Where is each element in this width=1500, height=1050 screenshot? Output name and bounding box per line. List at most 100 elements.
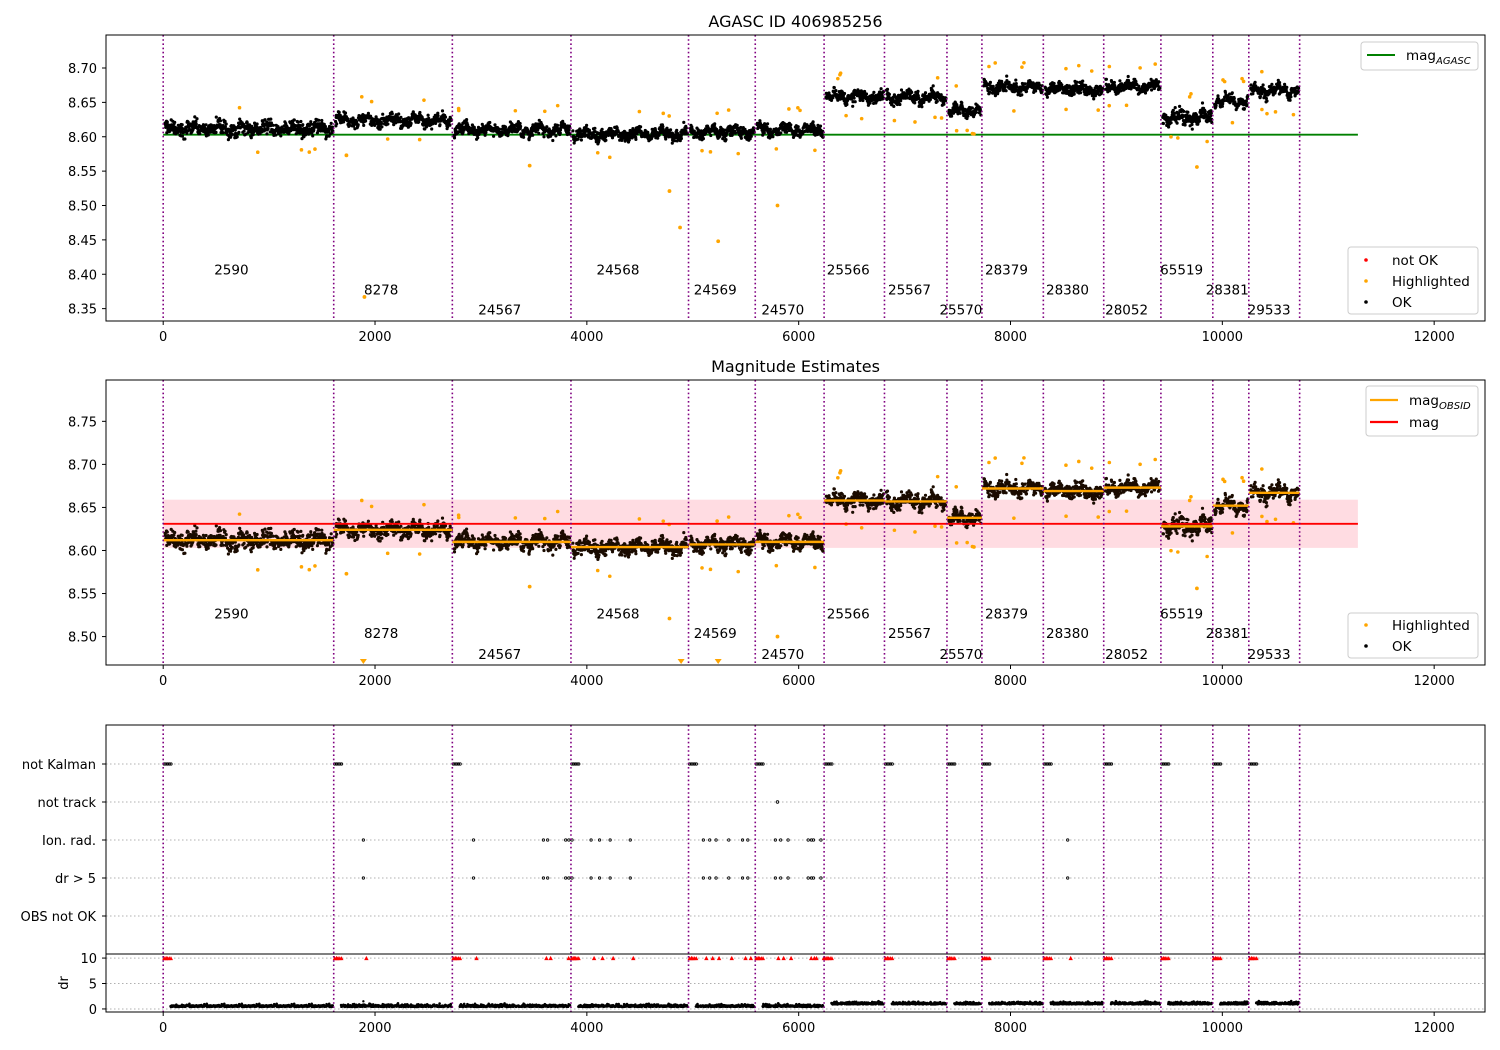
legend-mag-label: mag (1409, 415, 1439, 431)
dr-gt5-flag (589, 876, 593, 880)
dr-tick-label: 10 (80, 952, 97, 967)
not-kalman-flag (694, 762, 698, 766)
x-tick-label: 0 (159, 674, 167, 689)
highlighted-point (1064, 463, 1068, 468)
dr-gt5-flag (564, 876, 568, 880)
dr-clipped-marker (566, 955, 571, 961)
obsid-points-28380 (1043, 79, 1105, 101)
obsid-label: 28381 (1206, 282, 1249, 298)
highlighted-points-65519 (1169, 92, 1209, 144)
highlighted-points-25566 (836, 71, 864, 121)
highlighted-point (1089, 69, 1094, 73)
ion-rad-flag (567, 838, 571, 842)
highlighted-point (726, 515, 731, 519)
highlighted-point (1107, 509, 1112, 514)
dr-clipped-marker (339, 956, 344, 961)
dr-points-28052 (1109, 999, 1161, 1006)
highlighted-outlier (678, 225, 682, 230)
highlighted-point (965, 540, 969, 545)
not-kalman-flag (830, 762, 834, 766)
highlighted-point (1153, 457, 1158, 462)
plot-background (106, 35, 1485, 321)
x-tick-label: 8000 (994, 330, 1027, 345)
highlighted-point (1241, 479, 1246, 484)
highlighted-point (1089, 466, 1094, 470)
highlighted-point (1138, 462, 1142, 467)
highlighted-point (736, 151, 741, 156)
highlighted-point (513, 108, 518, 113)
axes-frame (105, 724, 1486, 1013)
not-kalman-flag (338, 762, 342, 766)
obsid-label: 8278 (364, 626, 398, 642)
dr-points-25566 (830, 999, 885, 1006)
highlighted-point (993, 456, 998, 460)
highlighted-point (935, 474, 940, 479)
highlighted-point (1222, 479, 1227, 484)
not-kalman-flag (339, 762, 344, 766)
not-kalman-flag (890, 762, 894, 766)
highlighted-point (954, 541, 959, 545)
offscale-marker (677, 659, 685, 664)
highlighted-outlier (1195, 165, 1199, 169)
ion-rad-flag (746, 838, 750, 842)
highlighted-point (844, 113, 848, 118)
highlighted-outlier (527, 584, 532, 589)
highlighted-point (1124, 103, 1129, 108)
legend-status (1347, 246, 1479, 315)
highlighted-point (637, 517, 642, 521)
not-kalman-flag (693, 762, 697, 766)
dr-points-2590 (169, 1002, 334, 1009)
highlighted-outlier (527, 163, 532, 168)
not-kalman-flag (951, 762, 955, 766)
dr-clipped-marker (987, 956, 992, 961)
dr-gt5-flag (597, 876, 602, 880)
highlighted-point (798, 515, 802, 520)
dr-clipped-marker (694, 956, 699, 961)
highlighted-point (607, 155, 612, 160)
not-kalman-flag (825, 762, 829, 766)
highlighted-point (965, 128, 969, 133)
highlighted-points-28052 (1107, 62, 1158, 108)
highlighted-point (555, 103, 560, 108)
highlighted-point (1291, 112, 1296, 117)
highlighted-point (667, 114, 671, 118)
highlighted-point (892, 528, 897, 533)
highlighted-point (954, 484, 959, 489)
ion-rad-flag (628, 838, 632, 842)
ion-rad-flag (564, 838, 568, 842)
legend-marker (1364, 644, 1368, 648)
obsid-label: 29533 (1248, 302, 1291, 318)
legend-mag (1365, 385, 1479, 437)
ion-rad-flag (471, 838, 476, 842)
y-tick-label: 8.70 (68, 458, 97, 473)
not-kalman-flag (456, 762, 461, 766)
obsid-points-28379 (982, 74, 1045, 98)
highlighted-points-24569 (700, 108, 741, 156)
not-kalman-flag (1044, 762, 1048, 766)
highlighted-points-28380 (1064, 63, 1101, 112)
x-tick-label: 4000 (570, 1021, 603, 1036)
highlighted-outlier (716, 239, 721, 244)
not-kalman-flag (336, 762, 340, 766)
highlighted-point (417, 552, 422, 556)
agasc-panel: 2590 8278 24567 24568 24569 24570 25566 25567 25… (68, 12, 1486, 345)
highlighted-point (1205, 554, 1209, 559)
obsid-points-24567 (452, 118, 572, 143)
dr-clipped-marker (809, 955, 814, 961)
highlighted-point (1107, 460, 1112, 465)
not-kalman-flag (758, 762, 762, 766)
obsid-label: 24567 (478, 647, 521, 663)
dr-gt5-flag (701, 876, 705, 880)
magnitude-estimates-panel: 2590 8278 24567 24568 24569 24570 25566 25567 25… (68, 357, 1486, 689)
not-kalman-flag (1165, 762, 1169, 766)
highlighted-point (385, 137, 390, 141)
not-kalman-flag (1167, 762, 1171, 766)
not-kalman-flag (1251, 762, 1255, 766)
dr-gt5-flag (779, 876, 783, 880)
highlighted-point (369, 504, 374, 509)
dr-gt5-flag (541, 876, 546, 880)
highlighted-point (708, 150, 713, 154)
highlighted-point (1107, 103, 1112, 108)
highlighted-point (838, 468, 843, 473)
obsid-points-28052 (1104, 74, 1162, 96)
